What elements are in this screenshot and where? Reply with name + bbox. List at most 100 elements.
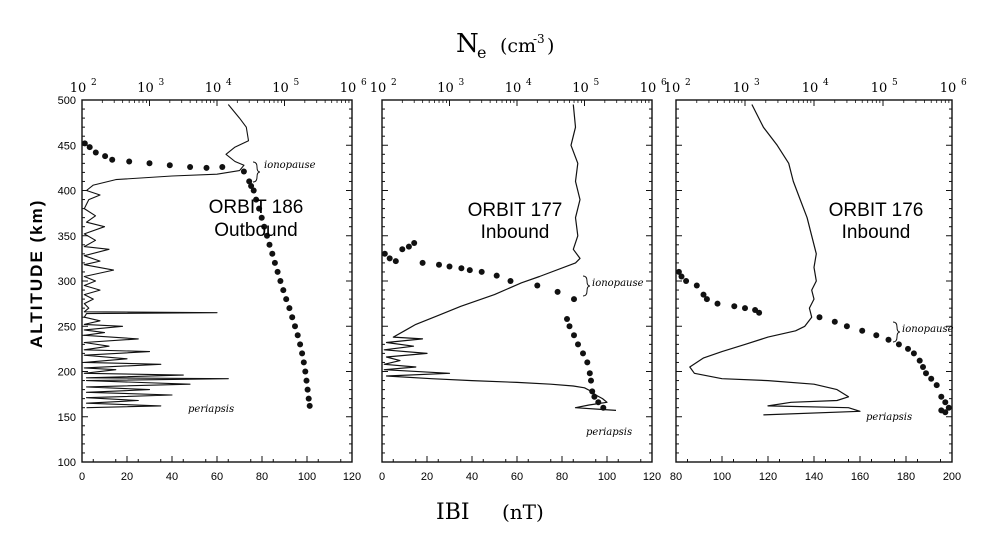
electron-density-point (219, 164, 226, 170)
top-tick-label-base: 10 (664, 81, 681, 96)
periapsis-annotation: periapsis (586, 427, 632, 438)
electron-density-point (286, 305, 293, 312)
electron-density-point (253, 196, 260, 203)
bottom-tick-label: 60 (511, 471, 523, 483)
electron-density-point (905, 345, 911, 352)
electron-density-point (399, 246, 406, 253)
electron-density-point (742, 305, 748, 312)
altitude-tick-label: 350 (58, 231, 76, 243)
top-tick-label-exponent: 2 (391, 78, 397, 88)
magnetic-field-line (689, 104, 861, 416)
top-tick-label-base: 10 (940, 81, 957, 96)
electron-density-point (675, 268, 682, 275)
top-tick-label-base: 10 (137, 81, 154, 96)
electron-density-point (297, 341, 304, 348)
electron-density-point (895, 341, 902, 348)
electron-density-point (683, 278, 690, 284)
bottom-tick-label: 0 (79, 471, 85, 483)
electron-density-point (942, 409, 949, 416)
top-tick-label-exponent: 4 (823, 78, 829, 88)
electron-density-point (589, 388, 596, 395)
top-tick-label-exponent: 3 (459, 78, 465, 88)
panel-subtitle: Outbound (214, 220, 297, 241)
top-tick-label-exponent: 2 (685, 78, 691, 88)
electron-density-point (146, 160, 153, 167)
panel-orbit-186: 0 20 40 60 80 100 120 10 2 10 3 10 4 10 5 10 6 ORBIT 186O… (70, 78, 367, 483)
electron-density-point (274, 268, 281, 275)
altitude-tick-labels: 500 450 400 350 300 250 200 150 100 (58, 95, 76, 469)
top-tick-label-base: 10 (505, 81, 522, 96)
top-tick-label-base: 10 (802, 81, 819, 96)
bottom-tick-label: 120 (759, 471, 777, 483)
top-tick-label-exponent: 4 (526, 78, 532, 88)
bottom-tick-label: 100 (598, 471, 616, 483)
top-tick-label-exponent: 5 (892, 78, 898, 88)
electron-density-point (933, 382, 940, 389)
electron-density-point (678, 273, 685, 280)
top-tick-label-exponent: 6 (661, 78, 667, 88)
ionopause-brace (582, 275, 591, 297)
bottom-tick-label: 200 (943, 471, 961, 483)
electron-density-point (816, 314, 823, 321)
top-axis-units-exponent: -3 (533, 32, 545, 46)
electron-density-point (386, 255, 393, 262)
electron-density-point (292, 323, 298, 330)
electron-density-point (304, 386, 311, 393)
electron-density-point (756, 309, 763, 316)
bottom-tick-label: 100 (298, 471, 316, 483)
electron-density-point (873, 332, 880, 339)
ionopause-brace (892, 321, 901, 343)
electron-density-point (92, 149, 99, 156)
electron-density-point (271, 259, 278, 266)
electron-density-point (299, 350, 306, 357)
top-tick-label-base: 10 (871, 81, 888, 96)
electron-density-point (277, 278, 284, 284)
electron-density-point (942, 399, 949, 406)
bottom-axis-symbol: IBI (436, 500, 470, 525)
bottom-tick-label: 160 (851, 471, 869, 483)
electron-density-point (703, 296, 710, 303)
electron-density-point (81, 140, 88, 147)
top-tick-label-exponent: 3 (754, 78, 760, 88)
panel-title: ORBIT 177 (468, 200, 563, 221)
electron-density-point (306, 402, 313, 409)
panel-title: ORBIT 176 (829, 200, 924, 221)
ionopause-annotation: ionopause (264, 160, 316, 171)
top-tick-label-base: 10 (733, 81, 750, 96)
altitude-tick-label: 400 (58, 186, 76, 198)
altitude-tick-label: 200 (58, 367, 76, 379)
panel-subtitle: Inbound (481, 222, 550, 243)
electron-density-point (266, 241, 273, 248)
top-tick-label-base: 10 (370, 81, 387, 96)
electron-density-point (507, 278, 514, 284)
electron-density-point (458, 265, 465, 272)
electron-density-point (714, 300, 721, 307)
electron-density-point (586, 370, 593, 377)
top-tick-label-exponent: 6 (361, 78, 367, 88)
altitude-tick-label: 450 (58, 140, 76, 152)
electron-density-point (289, 314, 296, 321)
altitude-tick-label: 300 (58, 276, 76, 288)
electron-density-point (600, 404, 607, 411)
panel-title: ORBIT 186 (209, 197, 304, 218)
electron-density-point (256, 205, 263, 212)
bottom-tick-label: 40 (466, 471, 478, 483)
electron-density-point (571, 296, 577, 303)
top-tick-label-base: 10 (272, 81, 289, 96)
bottom-tick-label: 0 (379, 471, 385, 483)
electron-density-point (916, 357, 923, 364)
ionopause-annotation: ionopause (902, 324, 954, 335)
bottom-tick-label: 100 (713, 471, 731, 483)
bottom-tick-label: 120 (343, 471, 361, 483)
magnetic-field-line (383, 104, 617, 411)
electron-density-point (693, 282, 700, 289)
top-tick-label-base: 10 (437, 81, 454, 96)
electron-density-point (575, 341, 581, 348)
electron-density-point (283, 296, 290, 303)
electron-density-point (305, 395, 312, 402)
electron-density-point (405, 243, 412, 250)
bottom-tick-label: 40 (166, 471, 178, 483)
electron-density-point (392, 258, 399, 265)
